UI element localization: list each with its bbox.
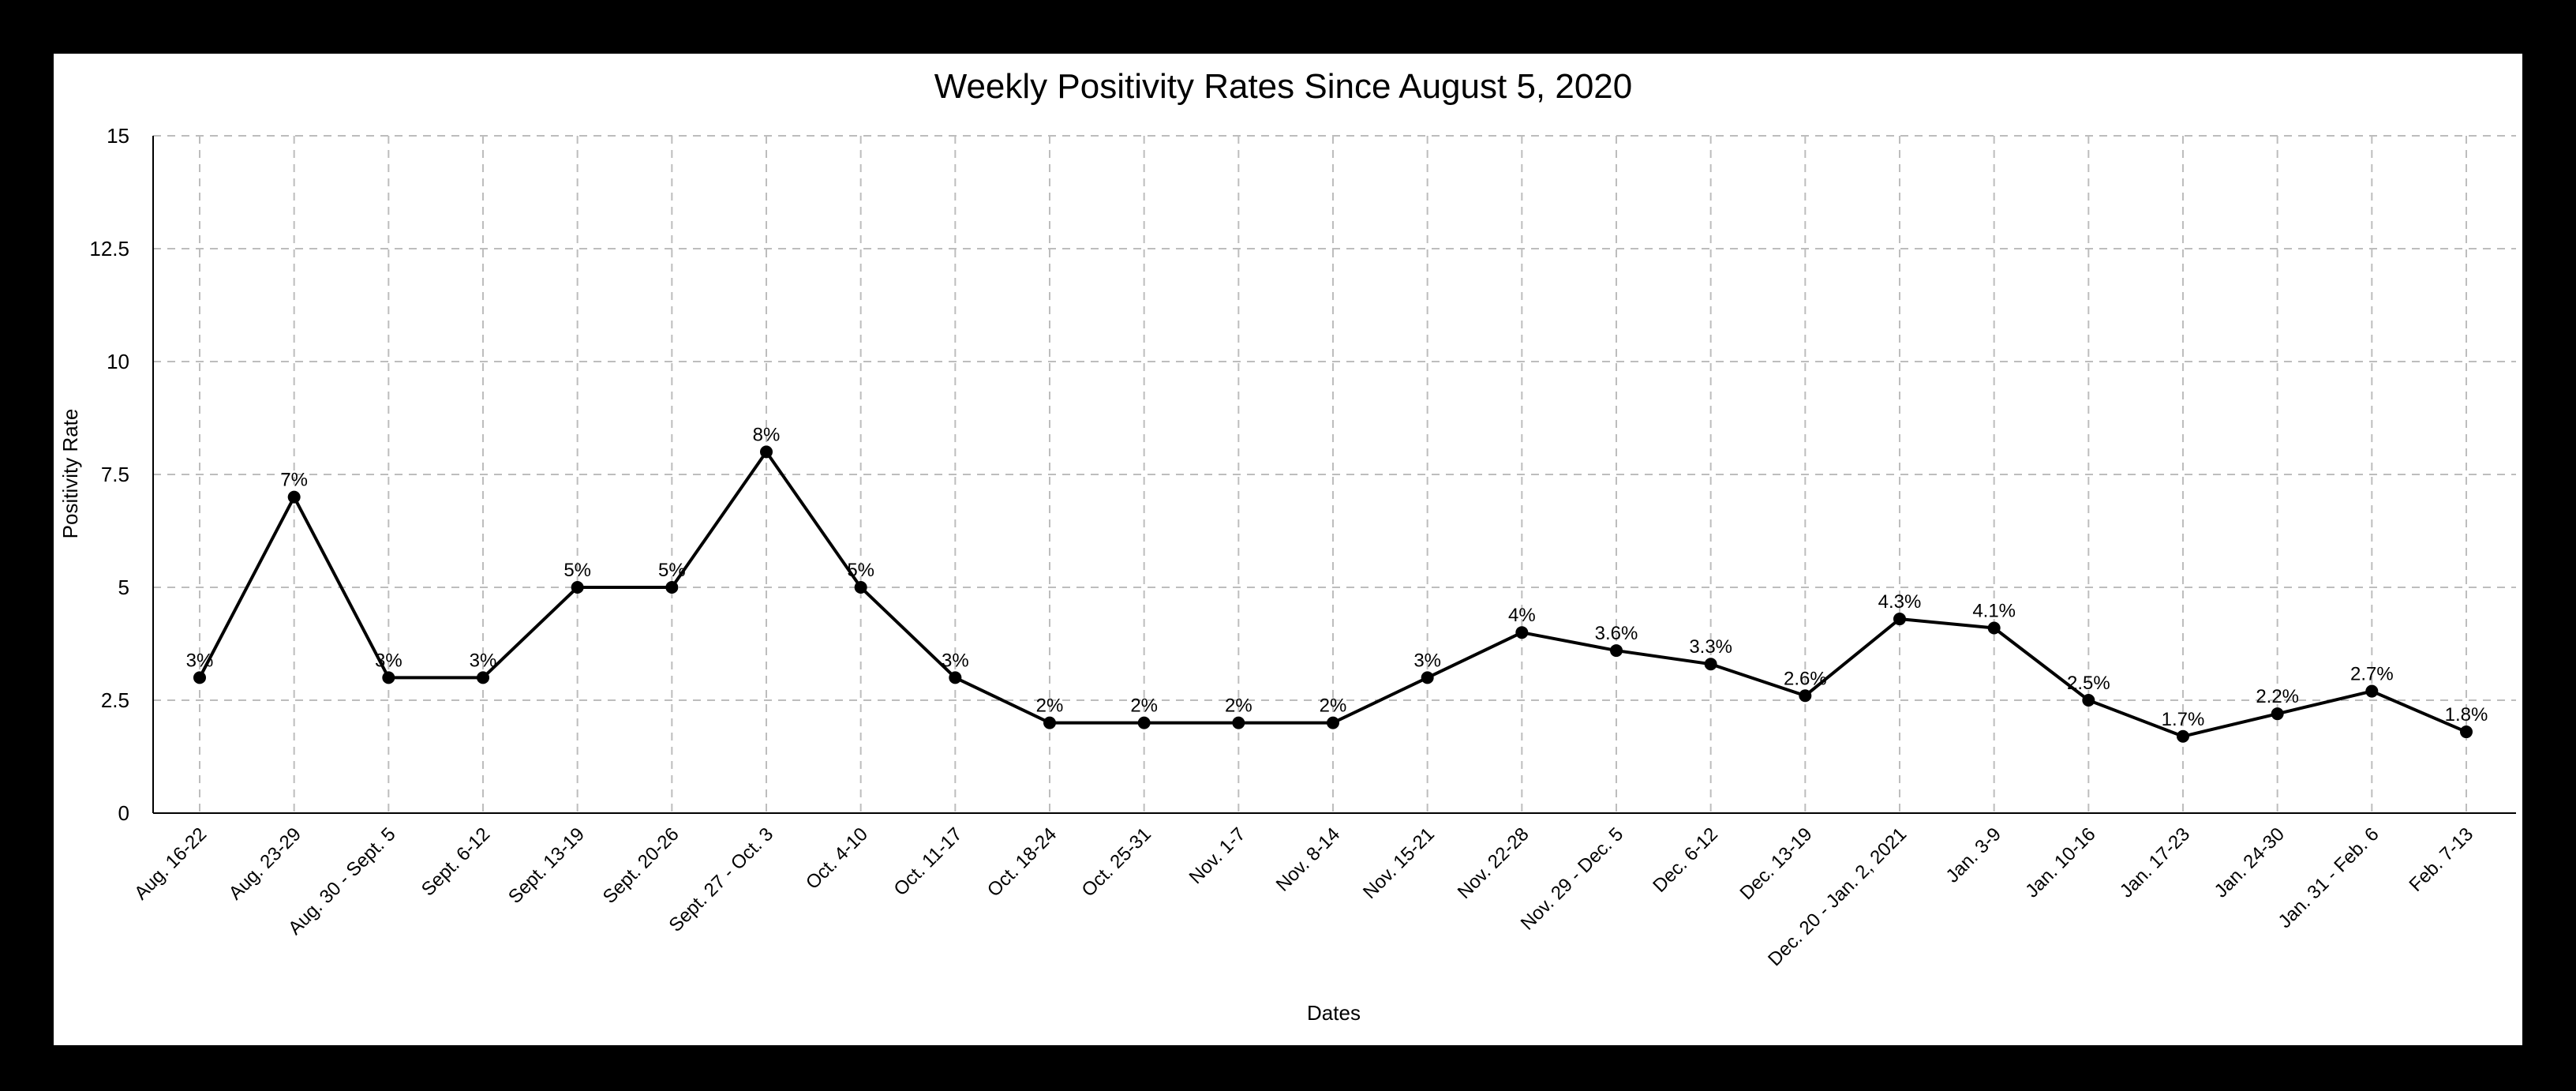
x-tick-label: Sept. 13-19 (504, 823, 589, 908)
x-tick-label: Nov. 15-21 (1359, 823, 1439, 903)
data-point (1893, 613, 1906, 626)
data-label: 3% (470, 650, 497, 671)
data-label: 5% (658, 560, 686, 581)
data-label: 4.1% (1972, 600, 2016, 621)
data-label: 5% (847, 560, 874, 581)
data-point (382, 671, 395, 684)
data-label: 3% (1413, 650, 1441, 671)
data-point (2365, 684, 2379, 698)
data-label: 2% (1320, 695, 1347, 717)
x-tick-label: Jan. 31 - Feb. 6 (2275, 823, 2383, 932)
data-label: 1.7% (2162, 709, 2205, 730)
data-point (1421, 671, 1434, 684)
data-label: 3% (942, 650, 969, 671)
x-tick-label: Feb. 7-13 (2406, 823, 2478, 896)
data-point (1232, 716, 1245, 729)
y-axis-title: Positivity Rate (58, 409, 82, 539)
data-label: 2% (1036, 695, 1064, 717)
data-point (1515, 626, 1529, 639)
data-label: 2.7% (2350, 664, 2394, 685)
y-tick-label: 2.5 (101, 688, 129, 712)
chart-title: Weekly Positivity Rates Since August 5, … (934, 67, 1633, 106)
x-axis-title: Dates (1307, 1001, 1361, 1025)
data-label: 1.8% (2445, 704, 2488, 725)
data-point (477, 671, 489, 684)
x-tick-label: Oct. 18-24 (983, 823, 1061, 901)
chart-panel (54, 54, 2522, 1045)
data-point (571, 581, 584, 594)
y-tick-label: 12.5 (89, 237, 129, 261)
data-point (2460, 725, 2473, 739)
series-layer (193, 445, 2473, 743)
data-point (2271, 707, 2284, 721)
data-label: 3.3% (1689, 636, 1732, 658)
y-tick-label: 0 (118, 801, 129, 825)
x-tick-label: Jan. 17-23 (2116, 823, 2194, 902)
data-label: 4% (1508, 605, 1536, 626)
x-tick-label: Nov. 8-14 (1272, 823, 1344, 895)
data-point (1610, 644, 1623, 658)
grid-layer (153, 135, 2516, 813)
data-label: 2% (1130, 695, 1158, 717)
data-point (2082, 694, 2095, 707)
y-tick-label: 15 (107, 124, 129, 148)
data-point (1799, 689, 1812, 703)
x-tick-label: Nov. 22-28 (1454, 823, 1533, 903)
data-point (287, 490, 301, 504)
y-tick-label: 10 (107, 350, 129, 373)
x-tick-label: Sept. 27 - Oct. 3 (665, 823, 778, 936)
data-point (2177, 729, 2189, 743)
data-point (854, 581, 867, 594)
y-tick-label: 7.5 (101, 463, 129, 486)
x-tick-label: Nov. 29 - Dec. 5 (1517, 823, 1627, 934)
data-label: 8% (753, 424, 781, 445)
data-label: 7% (280, 470, 308, 491)
x-tick-label: Jan. 10-16 (2021, 823, 2099, 902)
label-layer: 3% 7% 3% 3% 5% 5% 8% 5% 3% 2% 2% 2% 2% 3% 4% 3.6% 3.3% 2.… (186, 424, 2488, 729)
x-tick-label: Jan. 3-9 (1941, 823, 2005, 887)
x-tick-label: Sept. 20-26 (599, 823, 683, 908)
x-tick-label: Dec. 13-19 (1735, 823, 1816, 904)
x-tick-label: Jan. 24-30 (2211, 823, 2289, 902)
data-point (1704, 658, 1717, 671)
x-tick-label: Dec. 6-12 (1649, 823, 1722, 897)
x-tick-label: Oct. 4-10 (802, 823, 872, 894)
data-point (1987, 621, 2001, 635)
data-point (1327, 716, 1339, 729)
data-label: 2.2% (2256, 686, 2299, 707)
data-label: 5% (564, 560, 591, 581)
data-point (1043, 716, 1056, 729)
data-label: 3% (186, 650, 214, 671)
data-label: 3% (375, 650, 402, 671)
data-label: 4.3% (1878, 591, 1922, 613)
data-point (1137, 716, 1151, 729)
data-label: 2% (1225, 695, 1252, 717)
x-tick-label: Nov. 1-7 (1185, 823, 1250, 888)
data-point (949, 671, 962, 684)
x-tick-label: Sept. 6-12 (417, 823, 494, 900)
y-tick-label: 5 (118, 575, 129, 599)
x-tick-label: Oct. 25-31 (1078, 823, 1155, 901)
data-label: 2.6% (1784, 668, 1827, 689)
data-label: 2.5% (2067, 673, 2110, 694)
data-point (665, 581, 679, 594)
data-point (193, 671, 206, 684)
x-tick-label: Aug. 16-22 (130, 823, 211, 904)
data-point (760, 445, 773, 459)
data-label: 3.6% (1595, 623, 1638, 644)
x-tick-label: Oct. 11-17 (890, 823, 967, 900)
x-tick-label: Aug. 23-29 (225, 823, 305, 904)
